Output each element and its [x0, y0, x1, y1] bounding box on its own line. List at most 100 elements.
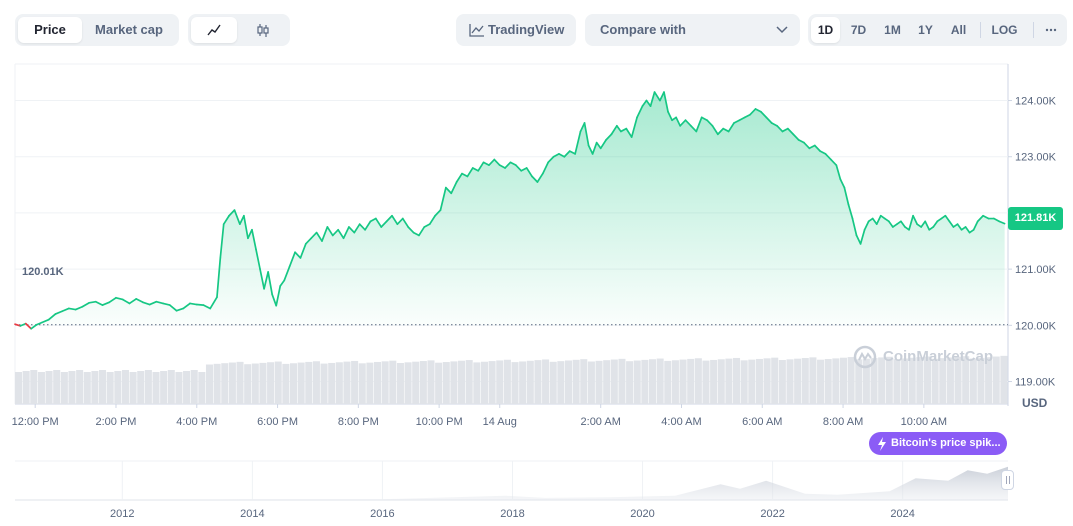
y-tick-label: 119.00K [1015, 377, 1056, 389]
volume-bar [488, 361, 496, 404]
volume-bar [557, 361, 565, 404]
price-line-segment [509, 161, 517, 167]
price-line-segment [722, 127, 730, 133]
price-line-segment [54, 310, 63, 315]
price-line-segment [353, 223, 361, 234]
volume-bar [259, 362, 267, 404]
price-line-segment [88, 300, 97, 304]
overview-range-handle[interactable] [1001, 470, 1014, 490]
price-line-segment [754, 108, 762, 113]
volume-bar [603, 360, 611, 404]
volume-bar [633, 360, 641, 404]
coinmarketcap-logo-icon [853, 345, 877, 369]
price-line-segment [605, 133, 613, 141]
volume-bar [985, 357, 993, 404]
price-line-segment [24, 322, 33, 330]
tab-market-cap[interactable]: Market cap [95, 22, 163, 37]
x-tick-label: 4:00 AM [661, 416, 701, 428]
x-tick-label: 6:00 PM [257, 416, 298, 428]
tab-price[interactable]: Price [18, 17, 82, 43]
range-7d[interactable]: 7D [850, 23, 867, 37]
price-line-segment [219, 223, 225, 259]
price-line-segment [944, 214, 951, 223]
price-line-segment [407, 226, 415, 234]
price-line-segment [412, 231, 420, 237]
price-line-segment [716, 127, 725, 136]
price-line-segment [263, 271, 269, 290]
price-line-segment [574, 130, 582, 155]
log-scale-toggle[interactable]: LOG [991, 23, 1018, 37]
volume-bar [694, 358, 702, 404]
price-line-segment [247, 228, 253, 240]
price-line-segment [924, 220, 931, 231]
price-line-segment [391, 214, 399, 226]
price-line-segment [182, 302, 191, 310]
price-line-segment [101, 301, 111, 306]
price-line-segment [610, 124, 618, 136]
more-options-button[interactable] [1038, 17, 1064, 43]
volume-bar [648, 359, 657, 404]
compare-dropdown[interactable]: Compare with [585, 14, 800, 46]
volume-bar [595, 360, 603, 404]
volume-bar [839, 357, 847, 404]
volume-bar [656, 358, 664, 404]
volume-bar [228, 362, 236, 404]
tradingview-button[interactable]: TradingView [456, 14, 576, 46]
range-1y[interactable]: 1Y [918, 23, 933, 37]
price-line-segment [843, 186, 850, 206]
volume-bar [511, 362, 519, 404]
x-tick-label: 2:00 AM [581, 416, 621, 428]
candlestick-button[interactable] [240, 17, 286, 43]
volume-bar [412, 361, 420, 404]
volume-bar [160, 371, 168, 404]
price-line-segment [251, 228, 257, 251]
compare-label: Compare with [600, 22, 686, 37]
price-line-segment [738, 116, 746, 122]
volume-bar [702, 360, 710, 404]
volume-bar [908, 357, 916, 404]
volume-bar [83, 372, 91, 404]
range-1d[interactable]: 1D [811, 17, 840, 43]
volume-bar [297, 362, 305, 404]
volume-bar [190, 370, 198, 404]
price-line-segment [547, 155, 555, 164]
price-line-segment [587, 144, 594, 155]
price-line-segment [358, 223, 366, 231]
price-event-marker[interactable]: Bitcoin's price spik... [869, 432, 1007, 455]
price-line-segment [976, 214, 984, 223]
range-divider [980, 22, 981, 38]
volume-bar [91, 371, 99, 404]
line-chart-button[interactable] [191, 17, 237, 43]
price-line-segment [315, 231, 323, 242]
volume-bar [76, 370, 84, 404]
price-line-segment [813, 144, 822, 152]
price-line-segment [369, 217, 377, 223]
volume-bar [923, 356, 932, 404]
price-line-segment [68, 307, 77, 311]
range-all[interactable]: All [950, 23, 967, 37]
price-line-segment [695, 116, 703, 133]
y-tick-label: 121.00K [1015, 264, 1057, 276]
range-1m[interactable]: 1M [884, 23, 901, 37]
price-line-segment [47, 313, 57, 321]
price-line-segment [956, 223, 963, 231]
volume-bar [755, 358, 763, 404]
candlestick-icon [257, 24, 269, 37]
price-line-segment [385, 214, 393, 223]
price-line-segment [74, 305, 84, 311]
price-line-segment [770, 122, 778, 127]
price-line-segment [288, 251, 296, 268]
price-line-segment [30, 323, 38, 330]
price-line-segment [579, 122, 586, 133]
price-line-segment [525, 167, 533, 178]
price-line-segment [19, 322, 27, 327]
volume-bar [969, 358, 977, 404]
x-tick-label: 8:00 AM [823, 416, 863, 428]
price-line-segment [228, 209, 236, 217]
price-line-segment [243, 214, 249, 240]
range-divider [1033, 22, 1034, 38]
volume-bar [786, 359, 794, 404]
price-line-segment [675, 116, 681, 127]
price-line-segment [851, 217, 858, 237]
